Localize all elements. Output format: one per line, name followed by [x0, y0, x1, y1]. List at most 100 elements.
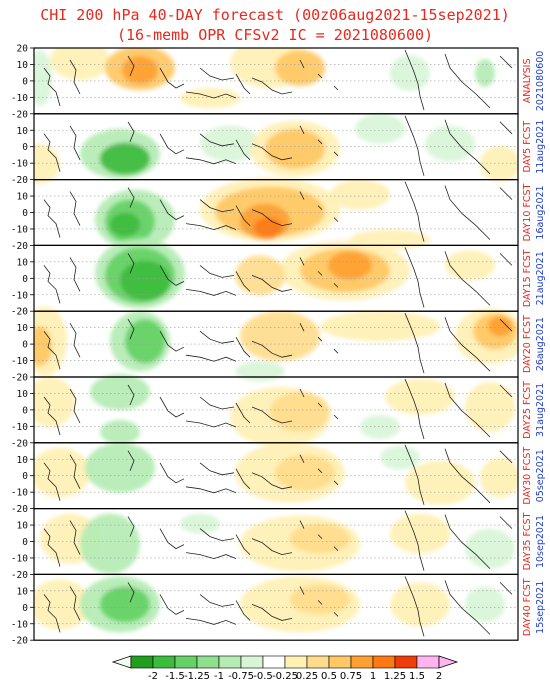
panel-label-date: 31aug2021 — [535, 383, 546, 437]
y-tick-label: 0 — [22, 537, 28, 548]
panel-label-date: 10sep2021 — [535, 515, 546, 568]
panel-label-day: DAY40 FCST — [522, 578, 533, 636]
y-tick-label: 10 — [17, 586, 29, 597]
y-tick-label: 10 — [17, 126, 29, 137]
colorbar-tick-label: 1.25 — [384, 671, 406, 682]
panel-label-date: 21aug2021 — [535, 251, 546, 305]
colorbar-tick-label: -0.25 — [272, 671, 298, 682]
colorbar-tick-label: -1.5 — [165, 671, 185, 682]
colorbar-tick-label: -0.75 — [228, 671, 254, 682]
colorbar-right-arrow — [438, 655, 459, 669]
y-tick-label: 10 — [17, 257, 29, 268]
map-panel-8 — [34, 513, 518, 574]
y-tick-label: -10 — [11, 488, 28, 499]
y-tick-label: 0 — [22, 340, 28, 351]
chart-subtitle: (16-memb OPR CFSv2 IC = 2021080600) — [116, 26, 434, 44]
coastline-group — [43, 378, 513, 440]
panel-label-date: 16aug2021 — [535, 185, 546, 239]
y-tick-label: 10 — [17, 521, 29, 532]
colorbar-tick-label: 1.5 — [409, 671, 425, 682]
panel-label-day: DAY15 FCST — [522, 249, 533, 307]
panel-label-date: 2021080600 — [535, 51, 546, 111]
y-tick-label: -20 — [11, 109, 28, 120]
y-tick-label: 0 — [22, 274, 28, 285]
colorbar-swatch — [130, 655, 154, 669]
y-tick-label: -20 — [11, 175, 28, 186]
y-tick-label: -20 — [11, 307, 28, 318]
y-tick-label: 20 — [17, 44, 29, 55]
colorbar-swatch — [196, 655, 220, 669]
y-tick-label: 0 — [22, 76, 28, 87]
colorbar-swatch — [328, 655, 352, 669]
panel-label-date: 11aug2021 — [535, 120, 546, 174]
colorbar-tick-label: 0.75 — [340, 671, 362, 682]
panel-label-day: DAY30 FCST — [522, 447, 533, 505]
y-tick-label: 10 — [17, 192, 29, 203]
colorbar-swatch — [306, 655, 330, 669]
chart-title: CHI 200 hPa 40-DAY forecast (00z06aug202… — [40, 6, 510, 24]
colorbar-tick-label: -1 — [214, 671, 224, 682]
map-panel-6 — [34, 374, 518, 447]
colorbar-tick-label: -1.25 — [184, 671, 210, 682]
colorbar-swatch — [174, 655, 198, 669]
y-tick-label: -10 — [11, 290, 28, 301]
map-panel-5 — [34, 306, 518, 382]
panel-label-day: DAY35 FCST — [522, 512, 533, 570]
y-tick-label: -10 — [11, 159, 28, 170]
colorbar-swatch — [284, 655, 308, 669]
y-tick-label: -20 — [11, 241, 28, 252]
map-panel-2 — [34, 113, 518, 184]
panel-label-date: 26aug2021 — [535, 317, 546, 371]
coastline-group — [43, 49, 513, 111]
y-tick-label: -10 — [11, 356, 28, 367]
colorbar-swatch — [416, 655, 440, 669]
panel-label-day: ANALYSIS — [522, 58, 533, 103]
coastline-group — [43, 444, 513, 505]
y-tick-label: 0 — [22, 208, 28, 219]
y-tick-label: 10 — [17, 60, 29, 71]
y-tick-label: -10 — [11, 422, 28, 433]
map-panel-7 — [34, 442, 518, 505]
map-panel-9 — [34, 576, 518, 633]
y-tick-label: 0 — [22, 405, 28, 416]
y-tick-label: -10 — [11, 93, 28, 104]
panel-label-day: DAY25 FCST — [522, 381, 533, 439]
y-tick-label: -20 — [11, 570, 28, 581]
colorbar-left-arrow — [111, 655, 132, 669]
colorbar-swatch — [372, 655, 396, 669]
y-tick-label: 0 — [22, 142, 28, 153]
y-tick-label: -20 — [11, 636, 28, 647]
y-tick-label: -20 — [11, 373, 28, 384]
y-tick-label: 10 — [17, 455, 29, 466]
colorbar-tick-label: 2 — [436, 671, 442, 682]
colorbar-tick-label: -0.5 — [253, 671, 273, 682]
y-tick-label: -10 — [11, 224, 28, 235]
colorbar-swatch — [262, 655, 286, 669]
map-panel-1 — [34, 48, 518, 108]
panel-label-date: 15sep2021 — [535, 581, 546, 634]
y-tick-label: 0 — [22, 603, 28, 614]
colorbar-swatch — [240, 655, 264, 669]
colorbar-tick-label: 0.5 — [321, 671, 337, 682]
colorbar-tick-label: -2 — [148, 671, 158, 682]
colorbar-tick-label: 0.25 — [296, 671, 318, 682]
y-tick-label: -10 — [11, 553, 28, 564]
colorbar-swatch — [350, 655, 374, 669]
colorbar-swatch — [152, 655, 176, 669]
colorbar-swatch — [218, 655, 242, 669]
panel-label-day: DAY10 FCST — [522, 183, 533, 241]
panel-label-date: 05sep2021 — [535, 449, 546, 502]
coastline-group — [43, 115, 513, 176]
colorbar-tick-label: 1 — [370, 671, 376, 682]
coastline-group — [43, 247, 513, 308]
map-panel-3 — [34, 177, 518, 250]
y-tick-label: 10 — [17, 389, 29, 400]
map-panel-4 — [34, 238, 518, 309]
panel-label-day: DAY5 FCST — [522, 121, 533, 173]
coastline-group — [43, 181, 513, 242]
coastline-group — [43, 510, 513, 571]
y-tick-label: -10 — [11, 619, 28, 630]
y-tick-label: 10 — [17, 323, 29, 334]
y-tick-label: -20 — [11, 504, 28, 515]
